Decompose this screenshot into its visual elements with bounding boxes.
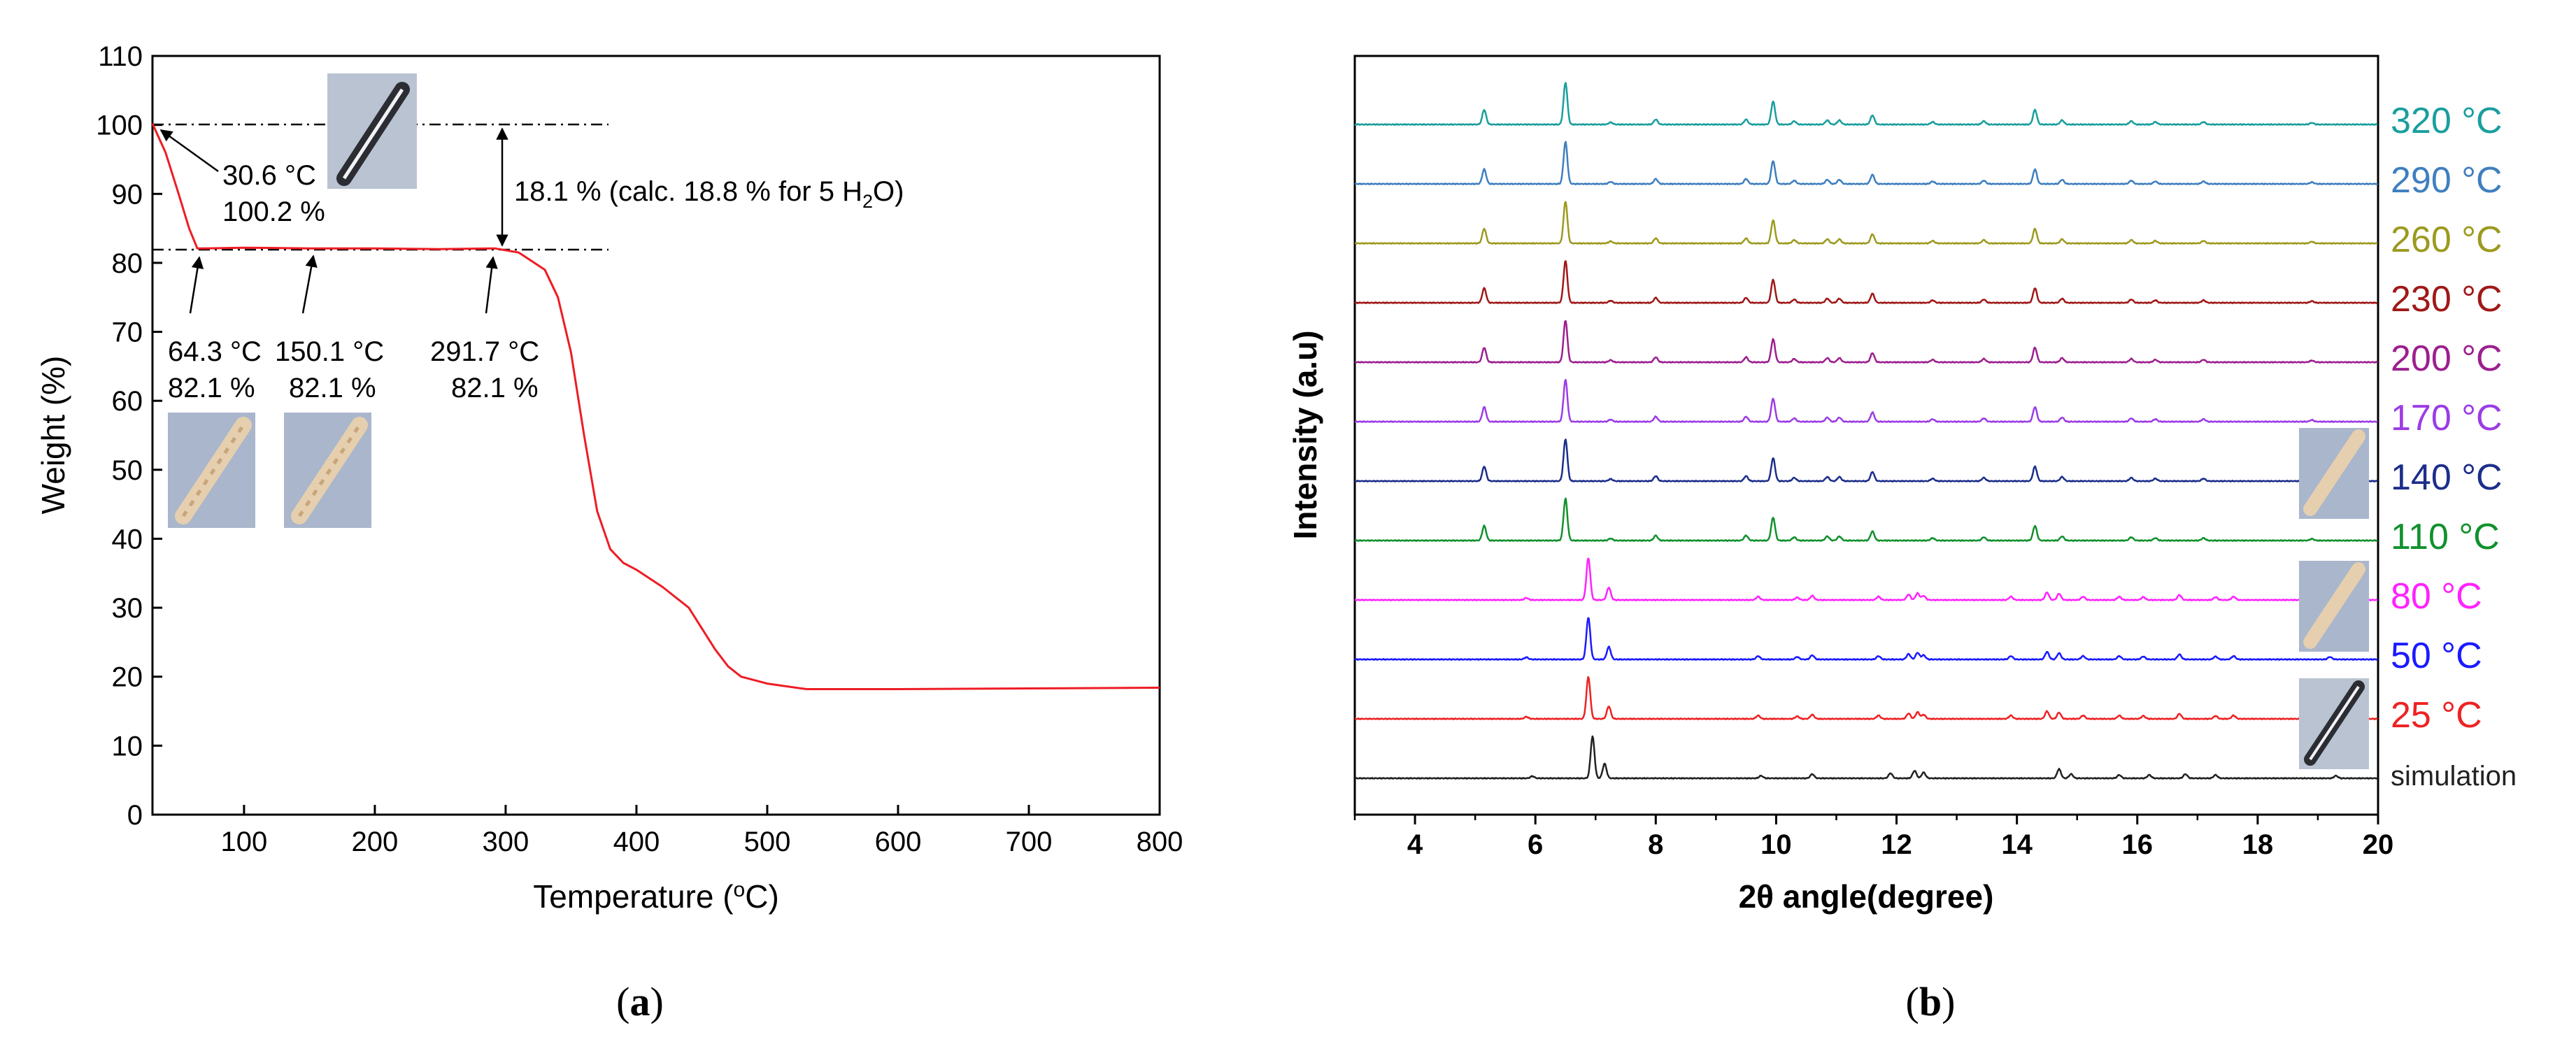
tga-y-axis: 0 10 20 30 40 50 60 70 80 90 100 110 [96, 41, 162, 831]
pxrd-series-label: 170 °C [2391, 398, 2503, 438]
tga-chart: 0 10 20 30 40 50 60 70 80 90 100 110 100 200 300 400 50… [35, 41, 1183, 1024]
pxrd-x-tick-label: 20 [2363, 829, 2394, 860]
point-291-arrow [485, 256, 498, 314]
point-291-weight-label: 82.1 % [451, 373, 539, 403]
tga-weight-curve [151, 123, 1160, 690]
pxrd-series-label: 290 °C [2391, 160, 2503, 201]
pxrd-x-tick-label: 12 [1881, 829, 1912, 860]
pxrd-x-tick-label: 14 [2001, 829, 2033, 860]
tga-y-tick-label: 20 [112, 662, 143, 693]
panel-b-letter: b [1919, 979, 1942, 1024]
tga-y-tick-label: 50 [112, 455, 143, 486]
tga-y-tick-label: 100 [96, 110, 143, 141]
tga-x-tick-label: 600 [875, 827, 922, 857]
tga-y-tick-label: 0 [127, 800, 143, 831]
pxrd-trace-140-c [1354, 438, 2378, 482]
point-150-arrow [301, 255, 318, 314]
crystal-photo-icon [284, 413, 371, 528]
point-150-temp-label: 150.1 °C [275, 336, 384, 367]
panel-b-open: ( [1906, 979, 1919, 1024]
panel-a-label: (a) [616, 979, 664, 1024]
pxrd-trace-320-c [1354, 82, 2378, 126]
tga-x-tick-label: 100 [221, 827, 268, 857]
tga-x-tick-label: 700 [1006, 827, 1053, 857]
panel-a-open: ( [616, 979, 629, 1024]
pxrd-series-label: 80 °C [2391, 576, 2482, 617]
pxrd-x-tick-label: 4 [1407, 829, 1423, 860]
tga-x-tick-label: 200 [352, 827, 399, 857]
pxrd-trace-290-c [1354, 141, 2379, 185]
crystal-photo-icon [2299, 428, 2369, 519]
tga-plot-frame [151, 55, 1161, 816]
pxrd-x-axis: 4 6 8 10 12 14 16 18 20 [1353, 815, 2394, 860]
pxrd-x-tick-label: 18 [2242, 829, 2274, 860]
pxrd-x-tick-label: 6 [1528, 829, 1543, 860]
point-291-temp-label: 291.7 °C [430, 336, 539, 367]
tga-y-tick-label: 30 [112, 593, 143, 624]
tga-y-tick-label: 90 [112, 179, 143, 210]
pxrd-trace-230-c [1354, 260, 2378, 304]
tga-y-tick-label: 10 [112, 731, 143, 761]
pxrd-trace-simulation [1354, 735, 2378, 780]
pxrd-series-label: 320 °C [2391, 101, 2503, 141]
tga-y-tick-label: 60 [112, 386, 143, 417]
crystal-photo-icon [2299, 678, 2369, 769]
tga-y-tick-label: 40 [112, 524, 143, 555]
tga-y-tick-label: 70 [112, 317, 143, 348]
tga-x-tick-label: 400 [613, 827, 660, 857]
mass-loss-label: 18.1 % (calc. 18.8 % for 5 H2O) [514, 176, 904, 212]
pxrd-chart: 4 6 8 10 12 14 16 18 20 320 °C 290 °C 260 °C 230 °C… [1287, 55, 2517, 1024]
mass-loss-main: 18.1 % (calc. 18.8 % for 5 H [514, 176, 862, 207]
tga-x-axis-label: Temperature (oC) [533, 878, 779, 915]
panel-a-close: ) [650, 979, 664, 1024]
panel-b-close: ) [1942, 979, 1955, 1024]
mass-loss-sub: 2 [862, 191, 873, 212]
pxrd-trace-25-c [1354, 675, 2379, 720]
crystal-photo-icon [2299, 561, 2369, 652]
pxrd-legend: 320 °C 290 °C 260 °C 230 °C 200 °C 170 °C 140 … [2391, 101, 2517, 792]
crystal-photo-icon [327, 73, 417, 189]
tga-x-tick-label: 800 [1137, 827, 1183, 857]
point-64-weight-label: 82.1 % [168, 373, 255, 403]
point-64-temp-label: 64.3 °C [168, 336, 262, 367]
pxrd-trace-200-c [1354, 320, 2379, 364]
pxrd-traces [1354, 82, 2379, 780]
pxrd-series-label: 230 °C [2391, 279, 2503, 320]
panel-b-label: (b) [1906, 979, 1956, 1024]
point-150-weight-label: 82.1 % [289, 373, 376, 403]
point-64-arrow [189, 256, 204, 314]
tga-y-tick-label: 80 [112, 248, 143, 279]
pxrd-series-label: 25 °C [2391, 695, 2482, 736]
pxrd-plot-frame [1353, 55, 2379, 816]
pxrd-series-label: 260 °C [2391, 220, 2503, 260]
tga-x-axis: 100 200 300 400 500 600 700 800 [221, 805, 1183, 857]
pxrd-x-tick-label: 16 [2122, 829, 2154, 860]
pxrd-x-axis-label: 2θ angle(degree) [1739, 878, 1994, 915]
pxrd-trace-260-c [1354, 201, 2378, 245]
pxrd-trace-110-c [1354, 497, 2379, 542]
pxrd-trace-50-c [1354, 617, 2378, 661]
pxrd-trace-170-c [1354, 378, 2378, 423]
tga-x-tick-label: 500 [744, 827, 791, 857]
pxrd-series-label: simulation [2391, 761, 2517, 792]
pxrd-series-label: 50 °C [2391, 636, 2482, 676]
crystal-photo-icon [168, 413, 255, 528]
tga-y-axis-label: Weight (%) [35, 356, 71, 515]
pxrd-series-label: 200 °C [2391, 338, 2503, 379]
tga-x-tick-label: 300 [483, 827, 529, 857]
onset-temp-label: 30.6 °C [222, 160, 316, 191]
pxrd-series-label: 140 °C [2391, 457, 2503, 498]
onset-arrow [159, 129, 219, 173]
pxrd-trace-80-c [1354, 557, 2378, 601]
pxrd-x-tick-label: 8 [1648, 829, 1663, 860]
mass-loss-end: O) [873, 176, 904, 207]
tga-y-tick-label: 110 [98, 41, 143, 72]
onset-weight-label: 100.2 % [222, 196, 325, 227]
panel-a-letter: a [630, 979, 650, 1024]
pxrd-series-label: 110 °C [2391, 517, 2500, 557]
pxrd-x-tick-label: 10 [1760, 829, 1792, 860]
pxrd-y-axis-label: Intensity (a.u) [1287, 330, 1323, 539]
